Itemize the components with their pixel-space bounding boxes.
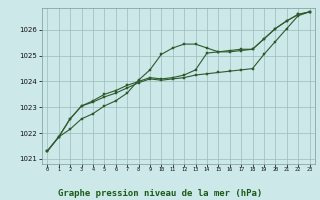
Text: Graphe pression niveau de la mer (hPa): Graphe pression niveau de la mer (hPa) [58, 189, 262, 198]
